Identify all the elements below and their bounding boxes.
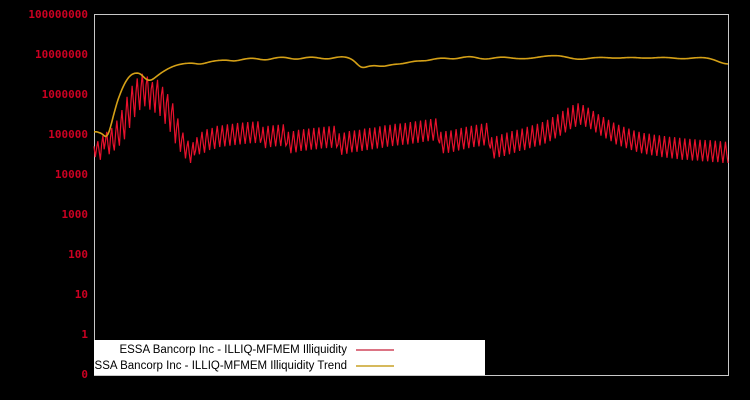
y-axis-tick-label: 100 — [68, 248, 88, 261]
chart-legend[interactable]: ESSA Bancorp Inc - ILLIQ-MFMEM Illiquidi… — [87, 340, 485, 375]
y-axis-tick-label: 1000000 — [42, 88, 88, 101]
series-illiquidity-line — [93, 73, 729, 164]
y-axis-tick-label: 10000000 — [35, 48, 88, 61]
y-axis-tick-label: 0 — [81, 368, 88, 381]
y-axis-tick-label: 1 — [81, 328, 88, 341]
y-axis-tick-label: 1000 — [62, 208, 89, 221]
y-axis-tick-labels: 1000000001000000010000001000001000010001… — [28, 8, 88, 381]
legend-item-label: ESSA Bancorp Inc - ILLIQ-MFMEM Illiquidi… — [87, 360, 347, 372]
data-series-group — [93, 54, 729, 164]
y-axis-tick-label: 10 — [75, 288, 88, 301]
y-axis-tick-label: 10000 — [55, 168, 88, 181]
series-illiquidity-trend-line — [94, 54, 729, 138]
legend-background — [94, 340, 485, 375]
y-axis-tick-label: 100000 — [48, 128, 88, 141]
legend-item-label: ESSA Bancorp Inc - ILLIQ-MFMEM Illiquidi… — [119, 344, 347, 356]
plot-area-border — [94, 14, 729, 376]
y-axis-tick-label: 100000000 — [28, 8, 88, 21]
